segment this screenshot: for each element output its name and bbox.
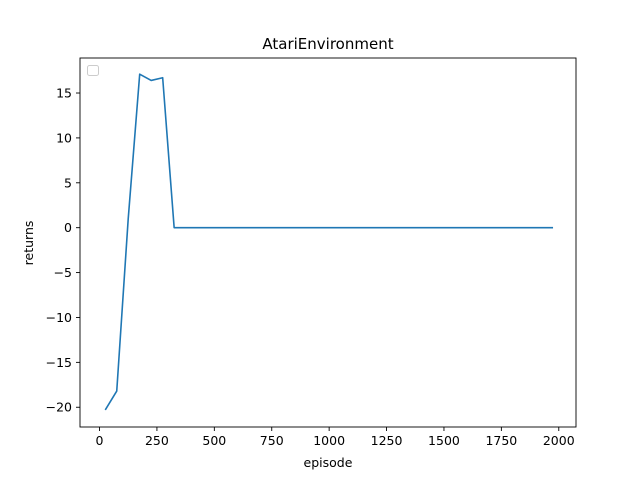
y-tick-label: 0 [64, 220, 72, 235]
x-tick-label: 1750 [485, 433, 517, 448]
x-tick-label: 2000 [543, 433, 575, 448]
x-axis-ticks: 0 250 500 750 1000 1250 1500 1750 2000 [96, 427, 575, 448]
y-axis-ticks: −20 −15 −10 −5 0 5 10 15 [46, 86, 80, 415]
chart-title: AtariEnvironment [262, 35, 393, 53]
y-tick-label: −5 [54, 265, 72, 280]
y-tick-label: −10 [46, 310, 72, 325]
y-tick-label: 5 [64, 175, 72, 190]
y-axis-label: returns [21, 221, 36, 266]
x-tick-label: 250 [145, 433, 169, 448]
axes-frame [79, 57, 577, 428]
x-tick-label: 0 [96, 433, 104, 448]
y-tick-label: 10 [56, 130, 72, 145]
y-tick-label: −20 [46, 400, 72, 415]
x-tick-label: 1000 [313, 433, 345, 448]
x-tick-label: 750 [260, 433, 284, 448]
legend-box [87, 65, 99, 76]
series-line [104, 73, 554, 411]
x-axis-label: episode [304, 455, 353, 470]
y-tick-label: −15 [46, 355, 72, 370]
x-tick-label: 500 [202, 433, 226, 448]
x-tick-label: 1500 [428, 433, 460, 448]
legend [87, 65, 99, 76]
plot-area [104, 73, 554, 411]
x-tick-label: 1250 [371, 433, 403, 448]
y-tick-label: 15 [56, 86, 72, 101]
